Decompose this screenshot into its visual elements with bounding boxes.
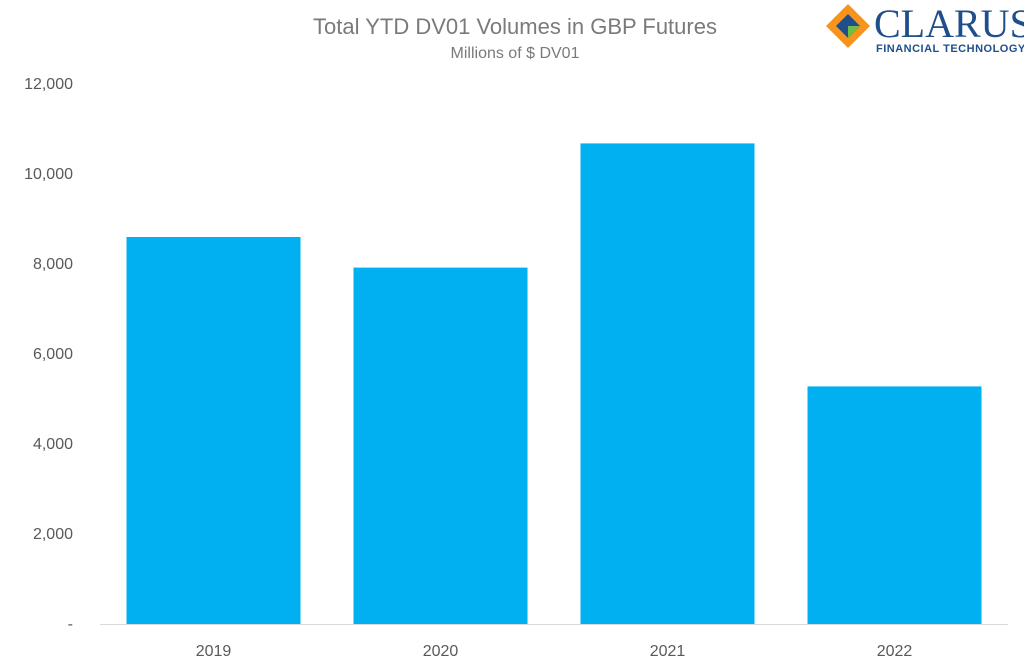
- bar-2022: [807, 386, 982, 624]
- chart-title: Total YTD DV01 Volumes in GBP Futures: [313, 14, 717, 39]
- y-tick-label: 2,000: [33, 526, 73, 543]
- clarus-logo: CLARUS FINANCIAL TECHNOLOGY: [826, 1, 1024, 55]
- x-tick-label: 2021: [650, 643, 686, 660]
- y-tick-label: 10,000: [24, 166, 73, 183]
- x-axis: 2019 2020 2021 2022: [100, 624, 1008, 660]
- y-tick-label: 6,000: [33, 346, 73, 363]
- bar-2019: [126, 237, 301, 624]
- bars: [126, 143, 982, 624]
- y-tick-label: -: [68, 616, 73, 633]
- bar-2020: [353, 267, 528, 624]
- diamond-logo-icon: [826, 4, 870, 48]
- y-tick-label: 4,000: [33, 436, 73, 453]
- y-tick-label: 8,000: [33, 256, 73, 273]
- chart-subtitle: Millions of $ DV01: [451, 45, 580, 62]
- bar-2021: [580, 143, 755, 624]
- logo-wordmark: CLARUS: [874, 1, 1024, 46]
- logo-tagline: FINANCIAL TECHNOLOGY: [876, 43, 1024, 55]
- x-tick-label: 2020: [423, 643, 459, 660]
- x-tick-label: 2019: [196, 643, 232, 660]
- y-tick-label: 12,000: [24, 76, 73, 93]
- x-tick-label: 2022: [877, 643, 913, 660]
- y-axis: - 2,000 4,000 6,000 8,000 10,000 12,000: [24, 76, 73, 633]
